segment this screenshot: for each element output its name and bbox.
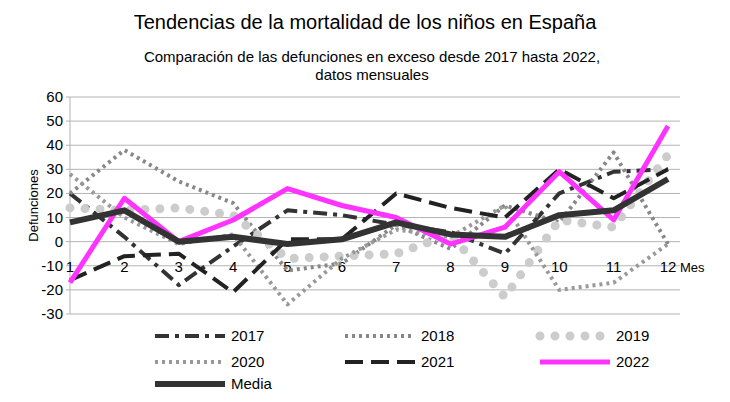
y-tick [66, 241, 70, 242]
grid-line [70, 121, 680, 122]
y-tick-label: 50 [46, 112, 63, 129]
x-tick-label: 7 [392, 258, 400, 275]
y-tick [66, 145, 70, 146]
y-tick-label: 40 [46, 136, 63, 153]
legend-label: Media [231, 375, 273, 392]
legend-label: 2018 [421, 327, 454, 344]
chart: Tendencias de la mortalidad de los niños… [0, 0, 730, 402]
y-tick [66, 193, 70, 194]
subtitle: Comparación de las defunciones en exceso… [144, 48, 600, 83]
y-tick [66, 97, 70, 98]
plot-area [70, 126, 668, 304]
grid-line [70, 145, 680, 146]
y-tick-label: 10 [46, 209, 63, 226]
legend-swatch [345, 334, 415, 338]
series-line [70, 174, 668, 304]
legend-label: 2022 [616, 353, 649, 370]
series-line [70, 126, 668, 283]
grid-line [70, 217, 680, 218]
y-tick-label: -30 [41, 305, 63, 322]
y-tick-label: -10 [41, 257, 63, 274]
x-tick-label: 10 [551, 258, 568, 275]
series-line [70, 179, 668, 244]
y-tick [66, 169, 70, 170]
legend-label: 2021 [421, 353, 454, 370]
grid-line [70, 169, 680, 170]
y-tick-label: 20 [46, 184, 63, 201]
legend-swatch [540, 332, 610, 341]
x-axis-label: Mes [680, 260, 705, 275]
legend-label: 2017 [231, 327, 264, 344]
x-tick-label: 2 [120, 258, 128, 275]
y-tick-label: -20 [41, 281, 63, 298]
y-tick-label: 60 [46, 88, 63, 105]
x-tick-label: 9 [501, 258, 509, 275]
x-tick-label: 4 [229, 258, 237, 275]
grid-line [70, 265, 680, 266]
x-tick-label: 12 [660, 258, 677, 275]
y-tick [66, 314, 70, 315]
x-tick-label: 3 [175, 258, 183, 275]
grid-line [70, 289, 680, 290]
y-axis-label: Defunciones [26, 169, 41, 242]
legend-swatch [540, 360, 610, 365]
x-tick-label: 1 [66, 258, 74, 275]
legend-swatch [155, 334, 225, 338]
y-tick-label: 0 [55, 233, 63, 250]
y-tick [66, 217, 70, 218]
legend-swatch [155, 360, 225, 364]
x-tick-label: 11 [606, 258, 622, 275]
x-tick-label: 8 [446, 258, 454, 275]
y-tick-label: 30 [46, 160, 63, 177]
title: Tendencias de la mortalidad de los niños… [134, 11, 597, 33]
grid-line [70, 193, 680, 194]
y-tick [66, 121, 70, 122]
legend-label: 2019 [616, 327, 649, 344]
legend-label: 2020 [231, 353, 264, 370]
grid-line [70, 97, 680, 98]
legend-swatch [155, 381, 225, 387]
grid-line [70, 314, 680, 315]
legend-swatch [345, 360, 415, 364]
y-tick [66, 289, 70, 290]
